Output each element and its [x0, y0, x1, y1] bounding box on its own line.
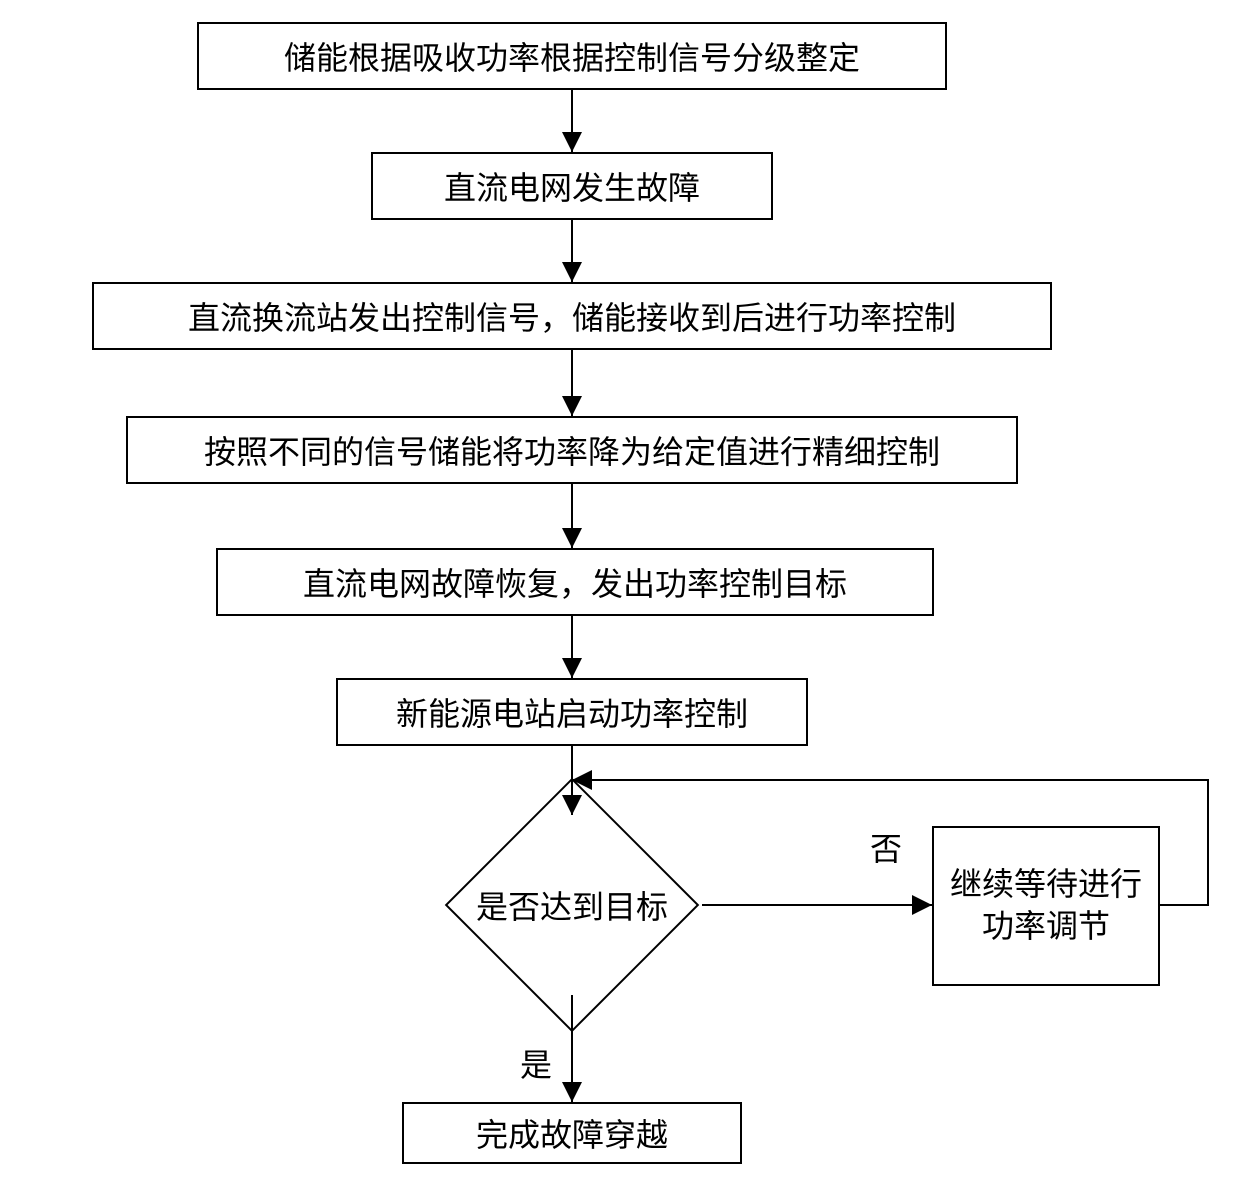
flow-node-4: 按照不同的信号储能将功率降为给定值进行精细控制: [126, 416, 1018, 484]
node-label: 直流电网发生故障: [444, 163, 700, 209]
node-label: 按照不同的信号储能将功率降为给定值进行精细控制: [204, 427, 940, 473]
flow-node-1: 储能根据吸收功率根据控制信号分级整定: [197, 22, 947, 90]
node-label: 新能源电站启动功率控制: [396, 689, 748, 735]
node-label: 继续等待进行功率调节: [950, 864, 1142, 947]
node-label: 直流换流站发出控制信号，储能接收到后进行功率控制: [188, 293, 956, 339]
flow-node-3: 直流换流站发出控制信号，储能接收到后进行功率控制: [92, 282, 1052, 350]
flow-node-end: 完成故障穿越: [402, 1102, 742, 1164]
edge-label-yes: 是: [520, 1040, 552, 1086]
flow-node-wait: 继续等待进行功率调节: [932, 826, 1160, 986]
flow-node-6: 新能源电站启动功率控制: [336, 678, 808, 746]
decision-node: 是否达到目标: [482, 815, 662, 995]
node-label: 直流电网故障恢复，发出功率控制目标: [303, 559, 847, 605]
node-label: 是否达到目标: [476, 889, 668, 925]
node-label: 储能根据吸收功率根据控制信号分级整定: [284, 33, 860, 79]
edge-label-no: 否: [870, 824, 902, 870]
flow-node-5: 直流电网故障恢复，发出功率控制目标: [216, 548, 934, 616]
flow-node-2: 直流电网发生故障: [371, 152, 773, 220]
node-label: 完成故障穿越: [476, 1110, 668, 1156]
